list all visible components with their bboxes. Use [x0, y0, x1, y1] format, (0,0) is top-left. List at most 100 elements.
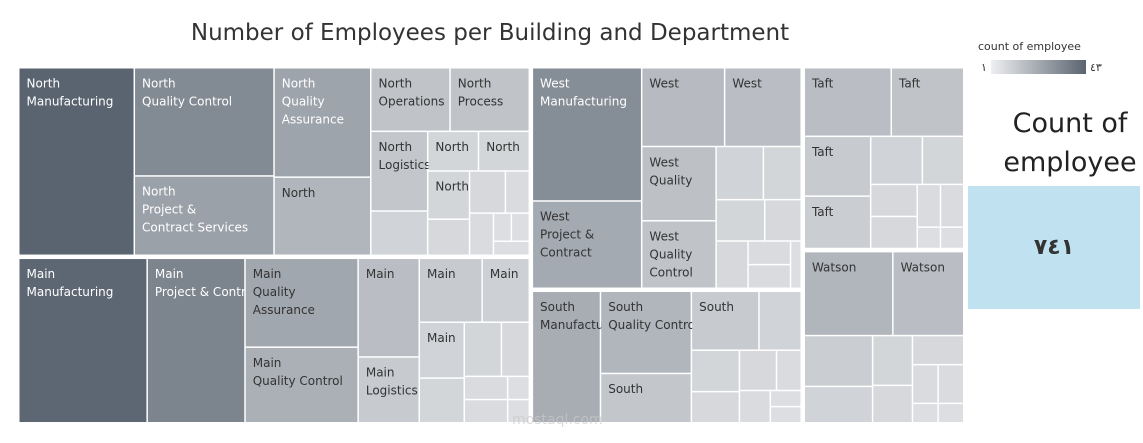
treemap-cell[interactable]: [508, 377, 529, 399]
treemap-cell[interactable]: [938, 404, 963, 422]
treemap-cell[interactable]: [470, 213, 493, 255]
treemap-cell[interactable]: [450, 68, 529, 131]
treemap-cell[interactable]: [502, 322, 529, 376]
treemap-cell[interactable]: [777, 350, 801, 390]
treemap-cell[interactable]: [804, 252, 893, 335]
treemap-cell[interactable]: [941, 227, 963, 248]
treemap-cell[interactable]: [871, 217, 917, 248]
treemap-cell[interactable]: [506, 171, 529, 213]
treemap-cell[interactable]: [601, 374, 691, 422]
treemap-cell[interactable]: [804, 196, 870, 248]
treemap-cell[interactable]: [358, 357, 419, 422]
treemap-cell[interactable]: [791, 241, 801, 288]
treemap-chart: North Manufacturing North Quality Control No…: [16, 65, 968, 427]
treemap-cell-label: Taft: [811, 77, 834, 91]
treemap-cell[interactable]: [135, 176, 274, 255]
treemap-cell[interactable]: [871, 137, 922, 184]
treemap-cell[interactable]: [245, 347, 358, 422]
treemap-cell[interactable]: [371, 132, 427, 211]
treemap-cell[interactable]: [135, 68, 274, 176]
treemap-cell[interactable]: [533, 201, 641, 288]
building-group-west: West Manufacturing West Project & Contract We…: [530, 65, 805, 293]
treemap-cell[interactable]: [274, 177, 371, 255]
treemap-cell[interactable]: [601, 292, 691, 373]
treemap-cell[interactable]: [748, 241, 790, 264]
treemap-cell[interactable]: [873, 386, 912, 422]
treemap-cell[interactable]: [494, 241, 529, 255]
treemap-cell[interactable]: [891, 68, 963, 136]
treemap-cell[interactable]: [938, 365, 963, 403]
treemap-cell[interactable]: [913, 404, 938, 422]
treemap-cell[interactable]: [759, 292, 801, 350]
treemap-cell[interactable]: [479, 132, 529, 171]
treemap-cell[interactable]: [642, 68, 724, 146]
treemap-cell[interactable]: [245, 259, 358, 347]
treemap-cell[interactable]: [765, 200, 801, 241]
treemap-cell[interactable]: [419, 259, 482, 322]
treemap-cell[interactable]: [804, 68, 891, 136]
treemap-cell[interactable]: [465, 322, 501, 376]
treemap-cell[interactable]: [725, 68, 801, 146]
treemap-cell[interactable]: [419, 378, 464, 422]
treemap-cell[interactable]: [465, 400, 507, 422]
treemap-cell[interactable]: [512, 213, 529, 241]
treemap-cell[interactable]: [428, 219, 469, 255]
treemap-cell[interactable]: [371, 68, 450, 131]
treemap-cell[interactable]: [748, 265, 790, 288]
treemap-cell[interactable]: [764, 147, 801, 199]
treemap-cell[interactable]: [804, 336, 872, 386]
treemap-cell[interactable]: [913, 336, 963, 364]
treemap-cell-label: Main Manufacturing: [27, 267, 114, 299]
building-group-watson: Watson Watson: [801, 249, 968, 427]
treemap-cell[interactable]: [533, 68, 641, 201]
treemap-cell[interactable]: [917, 227, 940, 248]
treemap-cell[interactable]: [893, 252, 963, 335]
treemap-cell-label: North Operations: [379, 77, 445, 109]
treemap-cell[interactable]: [804, 137, 870, 196]
treemap-cell-label: North: [486, 140, 520, 154]
treemap-cell-label: South Quality Control: [608, 300, 698, 332]
treemap-cell[interactable]: [917, 185, 940, 227]
treemap-cell[interactable]: [533, 292, 600, 422]
treemap-cell[interactable]: [716, 147, 763, 199]
building-border: [801, 249, 968, 427]
treemap-cell[interactable]: [923, 137, 963, 184]
treemap-cell[interactable]: [642, 147, 716, 221]
treemap-cell[interactable]: [147, 259, 245, 422]
treemap-cell[interactable]: [871, 185, 917, 216]
treemap-cell[interactable]: [642, 221, 716, 288]
treemap-cell[interactable]: [771, 407, 801, 422]
treemap-cell[interactable]: [274, 68, 371, 177]
treemap-cell[interactable]: [716, 200, 764, 241]
treemap-cell[interactable]: [482, 259, 529, 322]
treemap-cell[interactable]: [740, 391, 770, 422]
treemap-cell[interactable]: [873, 336, 912, 385]
treemap-cell[interactable]: [470, 171, 505, 213]
watermark-logo: mostaql.com: [512, 412, 603, 428]
treemap-cell[interactable]: [358, 259, 419, 357]
treemap-cell[interactable]: [465, 377, 507, 399]
treemap-cell[interactable]: [692, 350, 739, 391]
treemap-cell[interactable]: [428, 171, 469, 219]
treemap-cell-label: West: [732, 77, 762, 91]
building-group-taft: Taft Taft Taft Taft: [801, 65, 968, 253]
treemap-cell[interactable]: [494, 213, 511, 241]
kpi-title: Count of employee: [1003, 108, 1137, 178]
treemap-cell[interactable]: [508, 400, 529, 422]
treemap-cell[interactable]: [692, 392, 739, 422]
treemap-cell[interactable]: [371, 211, 427, 255]
treemap-cell[interactable]: [19, 259, 147, 422]
treemap-cell[interactable]: [19, 68, 134, 255]
treemap-cell[interactable]: [419, 322, 464, 378]
treemap-cell[interactable]: [716, 241, 748, 288]
treemap-cell[interactable]: [804, 387, 872, 422]
treemap-cell[interactable]: [740, 350, 776, 390]
treemap-cell[interactable]: [771, 391, 801, 406]
treemap-cell[interactable]: [941, 185, 963, 227]
legend-title: count of employee: [978, 40, 1081, 53]
treemap-cell[interactable]: [692, 292, 759, 350]
treemap-cell[interactable]: [428, 132, 478, 171]
legend-max-label: ٤٣: [1090, 61, 1102, 74]
treemap-cell[interactable]: [913, 365, 938, 403]
